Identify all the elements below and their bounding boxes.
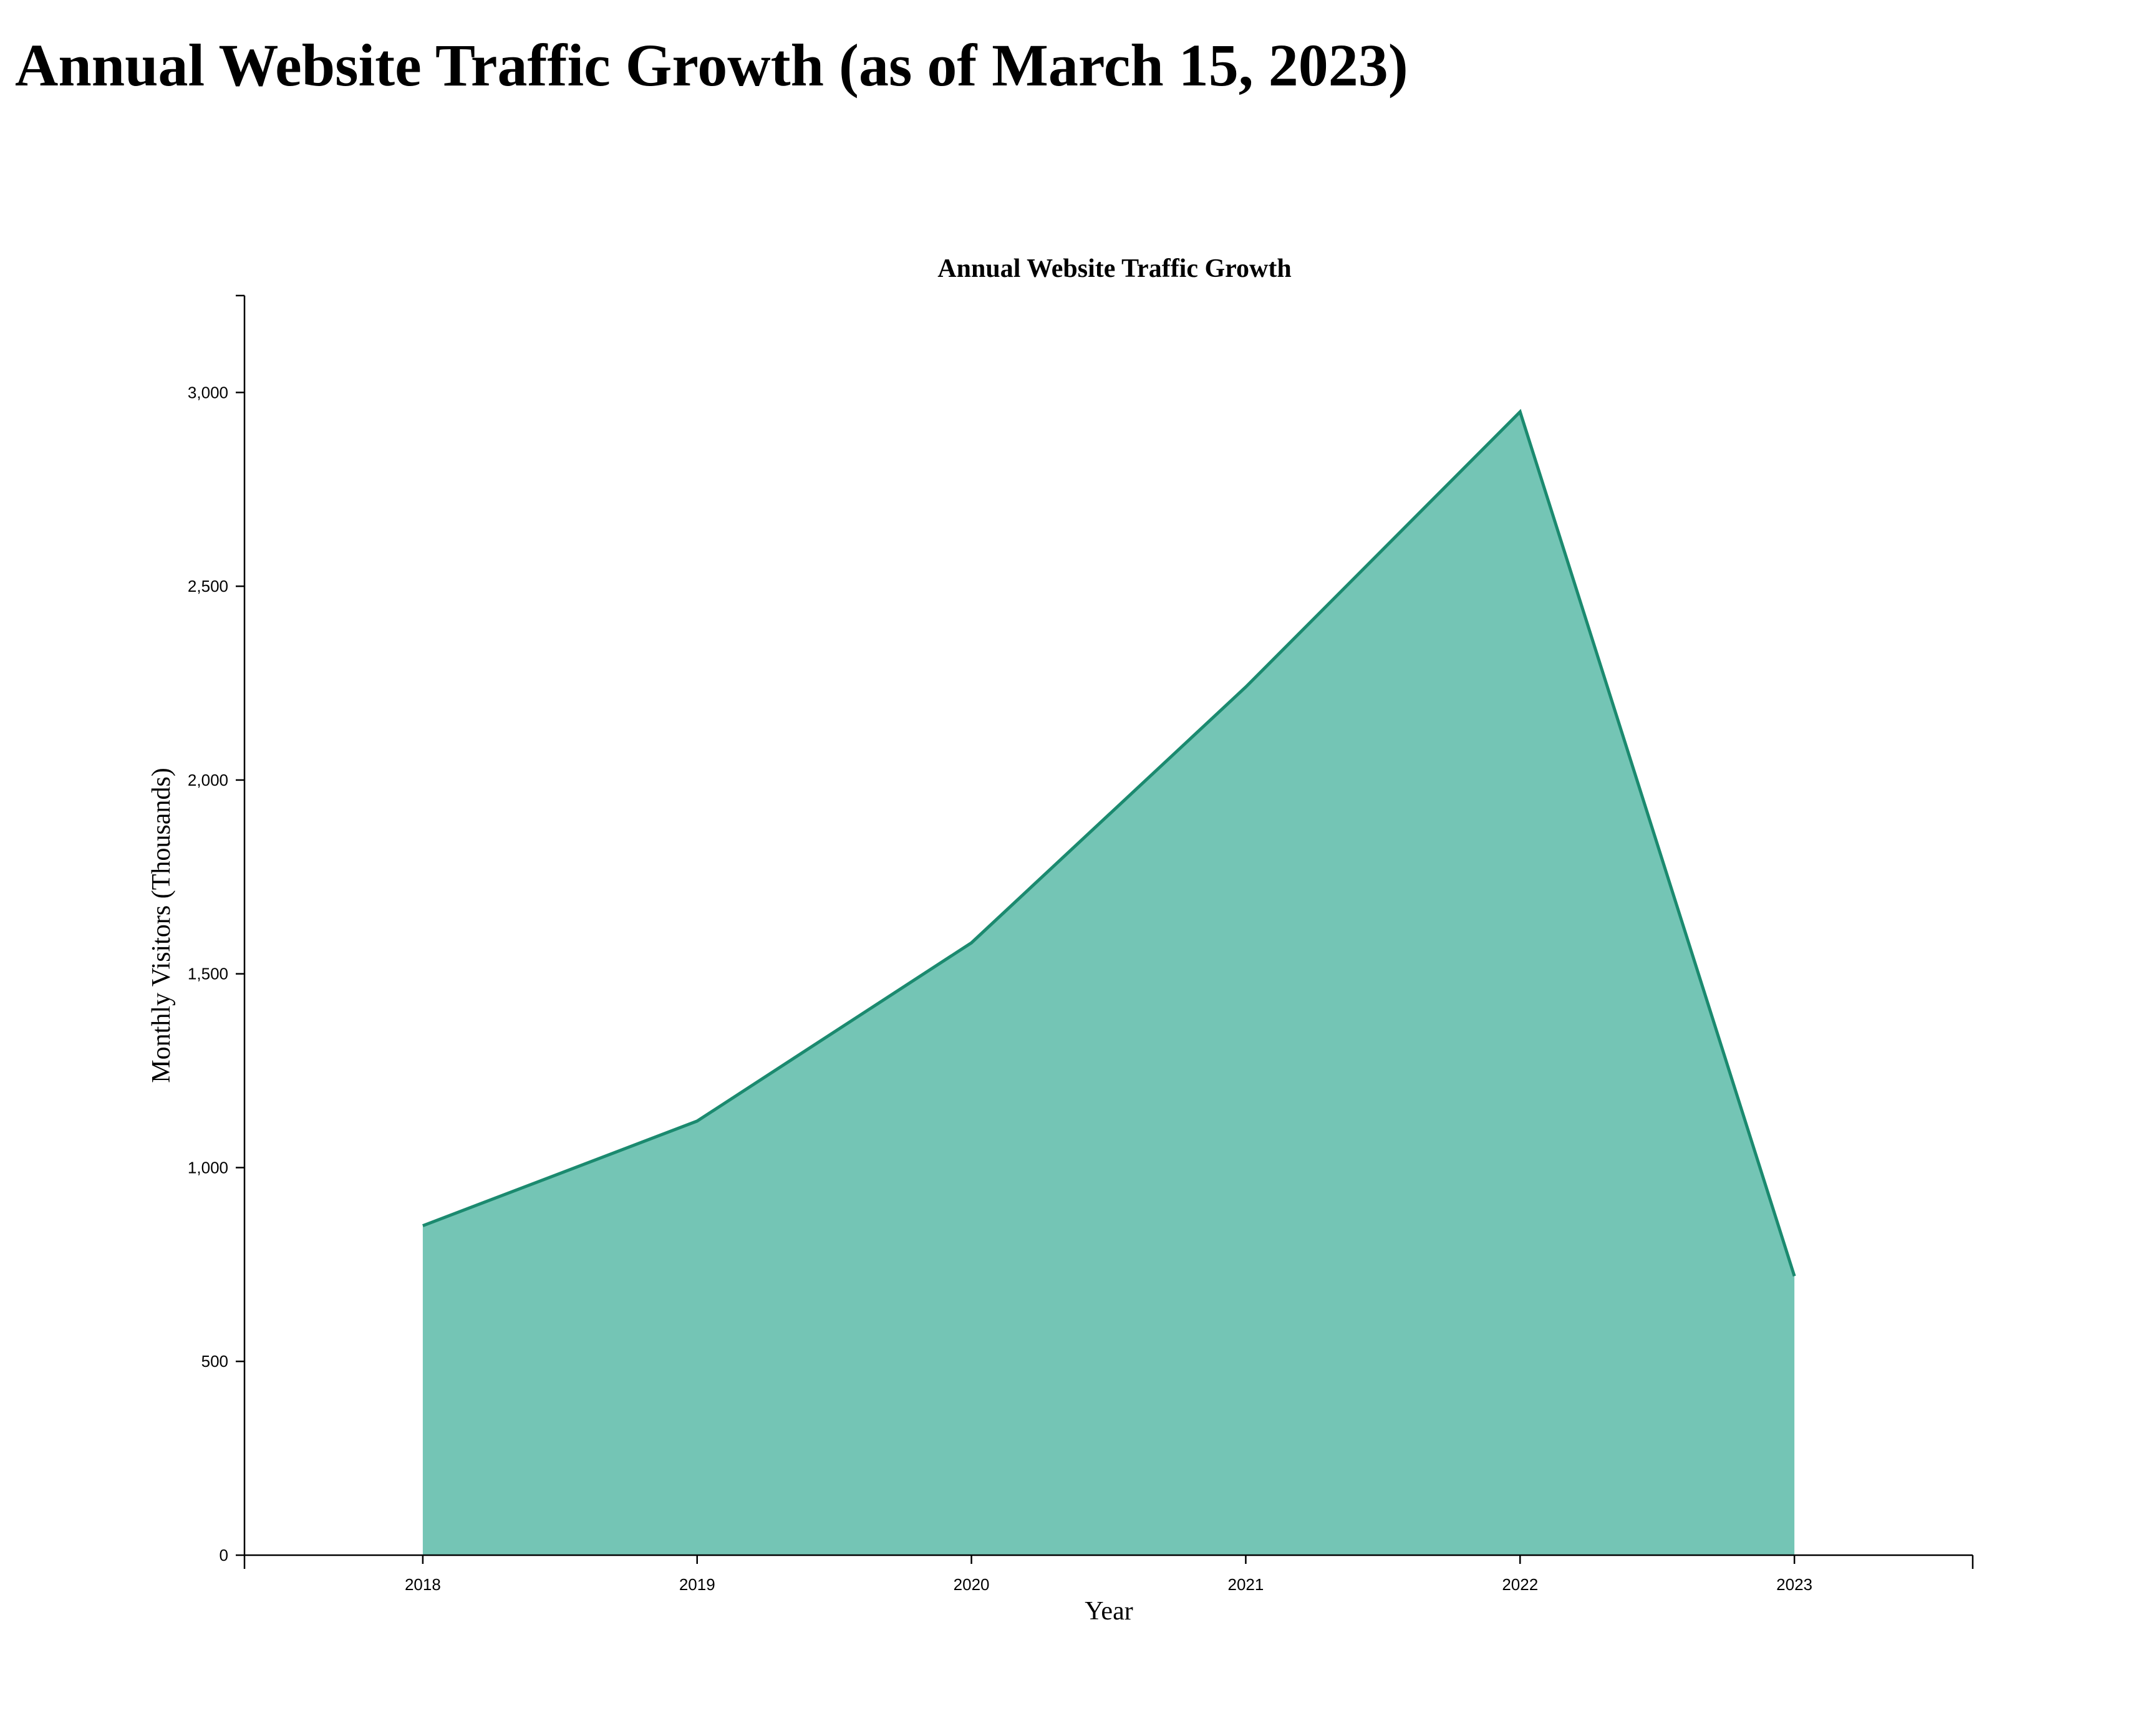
y-tick-label: 1,000: [188, 1158, 228, 1177]
y-tick-label: 3,000: [188, 383, 228, 402]
page-title: Annual Website Traffic Growth (as of Mar…: [15, 32, 1408, 99]
x-tick-label: 2018: [405, 1575, 441, 1594]
y-tick-label: 2,500: [188, 577, 228, 596]
x-tick-label: 2020: [954, 1575, 990, 1594]
x-tick-label: 2021: [1227, 1575, 1264, 1594]
traffic-area: [422, 412, 1795, 1555]
area-layer: [422, 408, 1796, 1555]
x-tick-label: 2023: [1776, 1575, 1812, 1594]
y-tick-label: 0: [220, 1546, 228, 1565]
traffic-line: [422, 408, 1796, 1277]
x-tick-label: 2019: [679, 1575, 715, 1594]
y-tick-label: 2,000: [188, 771, 228, 789]
y-tick-label: 500: [201, 1352, 228, 1371]
y-tick-label: 1,500: [188, 965, 228, 983]
x-axis-ticks: 2018 2019 2020 2021 2022 2023: [405, 1555, 1812, 1594]
x-tick-label: 2022: [1502, 1575, 1538, 1594]
y-axis-label: Monthly Visitors (Thousands): [147, 768, 176, 1083]
x-axis-label: Year: [1085, 1597, 1133, 1626]
y-axis-ticks: 0 500 1,000 1,500 2,000 2,500 3,000: [188, 383, 244, 1565]
chart-title: Annual Website Traffic Growth: [937, 254, 1291, 283]
